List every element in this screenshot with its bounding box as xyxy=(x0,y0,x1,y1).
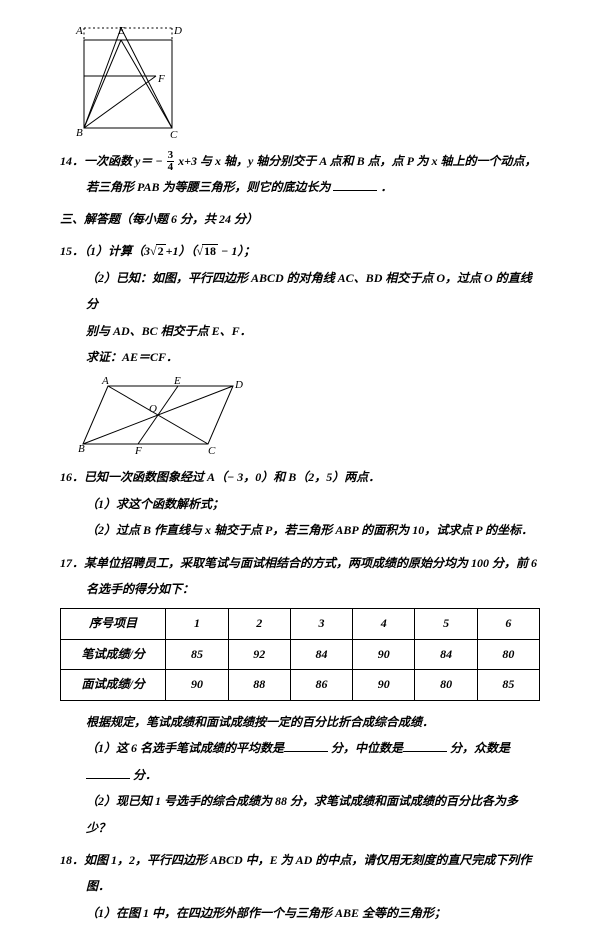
q16: 16．已知一次函数图象经过 A（− 3，0）和 B（2，5）两点． （1）求这个… xyxy=(60,464,540,543)
q18-p3: （1）在图 1 中，在四边形外部作一个与三角形 ABE 全等的三角形； xyxy=(60,900,540,926)
q16-p2: （1）求这个函数解析式； xyxy=(60,491,540,517)
fig1-label-D: D xyxy=(173,25,182,37)
figure-2: A E D O B F C xyxy=(78,376,540,456)
fig1-label-E: E xyxy=(117,25,125,37)
td: 90 xyxy=(166,670,228,701)
td: 85 xyxy=(477,670,539,701)
q14-fraction: 3 4 xyxy=(167,150,175,173)
th-4: 4 xyxy=(353,609,415,640)
score-table: 序号项目 1 2 3 4 5 6 笔试成绩/分 85 92 84 90 84 8… xyxy=(60,608,540,701)
fig1-label-C: C xyxy=(170,129,178,140)
q14-text-d: ． xyxy=(380,180,392,194)
th-6: 6 xyxy=(477,609,539,640)
blank-mode xyxy=(86,767,130,778)
q14-text-a: 14．一次函数 y＝ − xyxy=(60,154,163,168)
fig1-label-B: B xyxy=(76,127,83,139)
td: 80 xyxy=(415,670,477,701)
fig2-label-D: D xyxy=(234,379,243,391)
q17-p2: 名选手的得分如下： xyxy=(60,576,540,602)
td: 86 xyxy=(290,670,352,701)
q17-p3: 根据规定，笔试成绩和面试成绩按一定的百分比折合成综合成绩． xyxy=(60,709,540,735)
figure-2-svg: A E D O B F C xyxy=(78,376,248,456)
q18: 18．如图 1，2，平行四边形 ABCD 中，E 为 AD 的中点，请仅用无刻度… xyxy=(60,847,540,926)
q14-text-b: x+3 与 x 轴，y 轴分别交于 A 点和 B 点，点 P 为 x 轴上的一个… xyxy=(178,154,536,168)
td: 面试成绩/分 xyxy=(61,670,166,701)
q16-p3: （2）过点 B 作直线与 x 轴交于点 P，若三角形 ABP 的面积为 10，试… xyxy=(60,517,540,543)
q16-p1: 16．已知一次函数图象经过 A（− 3，0）和 B（2，5）两点． xyxy=(60,464,540,490)
q17-after: 根据规定，笔试成绩和面试成绩按一定的百分比折合成综合成绩． （1）这 6 名选手… xyxy=(60,709,540,841)
q17: 17．某单位招聘员工，采取笔试与面试相结合的方式，两项成绩的原始分均为 100 … xyxy=(60,550,540,603)
fig2-label-B: B xyxy=(78,443,85,455)
q14-text-c: 若三角形 PAB 为等腰三角形，则它的底边长为 xyxy=(86,180,330,194)
table-row: 面试成绩/分 90 88 86 90 80 85 xyxy=(61,670,540,701)
th-label: 序号项目 xyxy=(61,609,166,640)
q15-p1a: 15．（1）计算（3 xyxy=(60,244,150,258)
fig2-label-A: A xyxy=(101,376,109,387)
td: 笔试成绩/分 xyxy=(61,639,166,670)
q15-p4: 求证：AE＝CF． xyxy=(60,344,540,370)
fig1-label-F: F xyxy=(157,73,165,85)
fig2-label-E: E xyxy=(173,376,181,387)
q15-rad1: 2 xyxy=(156,244,166,258)
q15-p2: （2）已知：如图，平行四边形 ABCD 的对角线 AC、BD 相交于点 O，过点… xyxy=(60,265,540,318)
section-3-heading: 三、解答题（每小题 6 分，共 24 分） xyxy=(60,209,540,231)
table-header-row: 序号项目 1 2 3 4 5 6 xyxy=(61,609,540,640)
q18-p1: 18．如图 1，2，平行四边形 ABCD 中，E 为 AD 的中点，请仅用无刻度… xyxy=(60,847,540,873)
q14-blank xyxy=(333,180,377,191)
th-5: 5 xyxy=(415,609,477,640)
q15-p1b: +1）（ xyxy=(166,244,197,258)
q15-p3: 别与 AD、BC 相交于点 E、F． xyxy=(60,318,540,344)
td: 92 xyxy=(228,639,290,670)
fig2-label-F: F xyxy=(134,445,142,456)
blank-mean xyxy=(284,741,328,752)
fig2-label-C: C xyxy=(208,445,216,456)
fig2-label-O: O xyxy=(149,403,157,415)
th-2: 2 xyxy=(228,609,290,640)
td: 90 xyxy=(353,639,415,670)
q14: 14．一次函数 y＝ − 3 4 x+3 与 x 轴，y 轴分别交于 A 点和 … xyxy=(60,148,540,201)
figure-1-svg: A E D F B C xyxy=(66,22,196,140)
q17-p4b: 分，中位数是 xyxy=(331,741,403,755)
td: 84 xyxy=(415,639,477,670)
q15-rad2: 18 xyxy=(202,244,218,258)
td: 90 xyxy=(353,670,415,701)
td: 88 xyxy=(228,670,290,701)
td: 85 xyxy=(166,639,228,670)
q14-frac-num: 3 xyxy=(167,150,175,162)
q15: 15．（1）计算（3√2+1）（√18 − 1）； （2）已知：如图，平行四边形… xyxy=(60,238,540,370)
q17-p5: （2）现已知 1 号选手的综合成绩为 88 分，求笔试成绩和面试成绩的百分比各为… xyxy=(60,788,540,841)
blank-median xyxy=(403,741,447,752)
q15-p1c: − 1）； xyxy=(218,244,255,258)
q18-p2: 图． xyxy=(60,873,540,899)
th-1: 1 xyxy=(166,609,228,640)
td: 80 xyxy=(477,639,539,670)
q17-p4d: 分． xyxy=(133,768,157,782)
figure-1: A E D F B C xyxy=(66,22,540,140)
q17-p1: 17．某单位招聘员工，采取笔试与面试相结合的方式，两项成绩的原始分均为 100 … xyxy=(60,550,540,576)
th-3: 3 xyxy=(290,609,352,640)
td: 84 xyxy=(290,639,352,670)
q17-p4a: （1）这 6 名选手笔试成绩的平均数是 xyxy=(86,741,284,755)
q14-frac-den: 4 xyxy=(167,162,175,173)
table-row: 笔试成绩/分 85 92 84 90 84 80 xyxy=(61,639,540,670)
fig1-label-A: A xyxy=(75,25,83,37)
q17-p4c: 分，众数是 xyxy=(450,741,510,755)
